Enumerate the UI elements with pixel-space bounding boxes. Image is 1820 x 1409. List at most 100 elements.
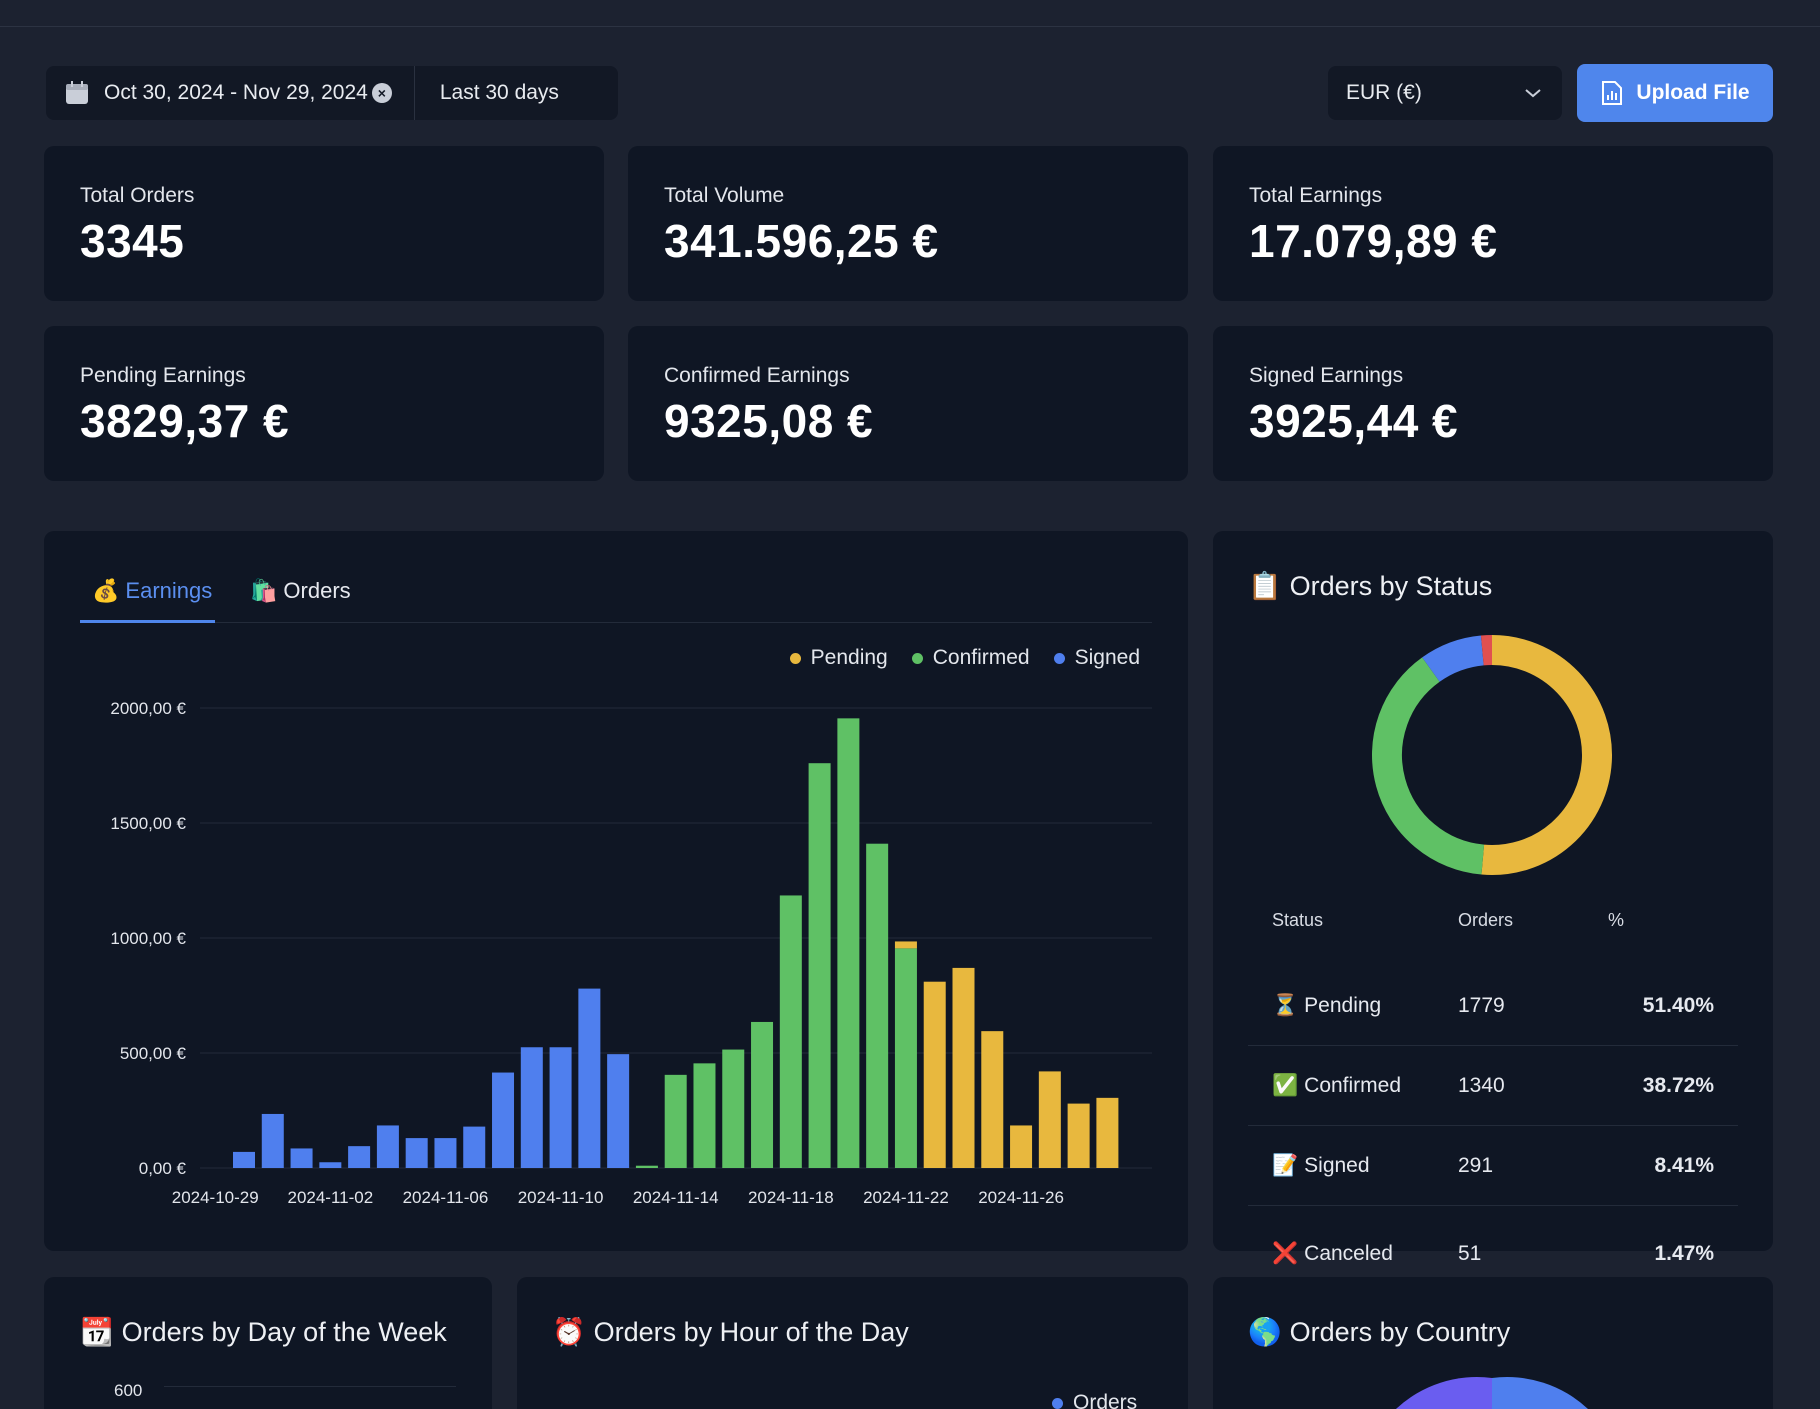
bar-confirmed[interactable] — [751, 1021, 774, 1168]
legend-label: Orders — [1073, 1391, 1138, 1409]
file-chart-icon — [1602, 81, 1623, 105]
bar-confirmed[interactable] — [894, 948, 917, 1168]
status-name: Confirmed — [1304, 1073, 1402, 1097]
currency-select[interactable]: EUR (€) — [1328, 66, 1562, 120]
pct-cell: 38.72% — [1642, 1073, 1714, 1097]
y-tick-label: 1500,00 € — [110, 814, 186, 833]
stat-label: Total Volume — [664, 184, 785, 207]
x-tick-label: 2024-11-02 — [287, 1188, 373, 1207]
orders-cell: 51 — [1458, 1242, 1482, 1265]
chevron-down-icon — [1525, 89, 1541, 98]
status-panel-title: 📋 Orders by Status — [1248, 570, 1492, 602]
bar-confirmed[interactable] — [635, 1165, 658, 1168]
legend-item-confirmed[interactable]: Confirmed — [911, 646, 1030, 670]
bar-signed[interactable] — [290, 1148, 313, 1168]
status-cell: ✅ Confirmed — [1248, 1074, 1458, 1098]
date-range-picker[interactable]: Oct 30, 2024 - Nov 29, 2024 × Last 30 da… — [46, 66, 618, 120]
date-range-text: Oct 30, 2024 - Nov 29, 2024 — [104, 81, 368, 104]
tab-label: Orders — [283, 578, 351, 603]
chart-legend: Pending Confirmed Signed — [789, 646, 1140, 670]
x-tick-label: 2024-11-14 — [633, 1188, 719, 1207]
preset-button[interactable]: Last 30 days — [439, 81, 559, 104]
pie-slice — [1396, 1377, 1492, 1409]
bar-pending[interactable] — [981, 1031, 1004, 1168]
donut-slice-confirmed[interactable] — [1372, 657, 1485, 875]
upload-label: Upload File — [1636, 81, 1750, 104]
status-name: Pending — [1304, 993, 1382, 1017]
bar-signed[interactable] — [319, 1162, 342, 1168]
col-orders: Orders — [1458, 909, 1514, 930]
pct-cell: 8.41% — [1654, 1153, 1714, 1177]
bar-signed[interactable] — [549, 1047, 572, 1168]
bar-confirmed[interactable] — [779, 895, 802, 1168]
bar-signed[interactable] — [492, 1072, 515, 1168]
hourglass-icon: ⏳ — [1272, 993, 1299, 1017]
bar-signed[interactable] — [434, 1138, 457, 1168]
shopping-bags-icon: 🛍️ — [250, 578, 278, 603]
calendar-icon — [66, 81, 88, 104]
bar-pending[interactable] — [894, 941, 917, 949]
stat-label: Confirmed Earnings — [664, 364, 850, 387]
country-title: 🌎 Orders by Country — [1248, 1316, 1510, 1348]
upload-file-button[interactable]: Upload File — [1577, 64, 1773, 122]
earnings-bar-chart: 0,00 € 500,00 € 1000,00 € 1500,00 € 2000,00 … — [110, 699, 1152, 1207]
stat-value: 9325,08 € — [664, 395, 874, 447]
y-tick-label: 1000,00 € — [110, 929, 186, 948]
stat-value: 17.079,89 € — [1249, 215, 1498, 267]
bar-signed[interactable] — [261, 1113, 284, 1168]
status-table: Status Orders % ⏳ Pending 1779 51.40% ✅ Co… — [1248, 900, 1738, 1266]
gridline — [164, 1386, 456, 1387]
stat-card-total-orders: Total Orders 3345 — [44, 146, 604, 301]
bar-pending[interactable] — [1067, 1103, 1090, 1168]
clear-date-icon[interactable]: × — [371, 83, 392, 103]
pct-cell: 1.47% — [1654, 1242, 1714, 1265]
bar-signed[interactable] — [376, 1125, 399, 1168]
legend-item-signed[interactable]: Signed — [1053, 646, 1140, 670]
stat-label: Total Orders — [80, 184, 195, 207]
bar-confirmed[interactable] — [664, 1074, 687, 1168]
bar-confirmed[interactable] — [837, 718, 860, 1168]
calendar-emoji-icon: 📆 — [80, 1317, 114, 1347]
stat-card-total-earnings: Total Earnings 17.079,89 € — [1213, 146, 1773, 301]
stat-card-total-volume: Total Volume 341.596,25 € — [628, 146, 1188, 301]
legend-dot — [789, 652, 801, 664]
bar-pending[interactable] — [923, 981, 946, 1168]
tab-orders[interactable]: 🛍️ Orders — [250, 578, 351, 604]
bar-signed[interactable] — [348, 1146, 371, 1168]
donut-slice-pending[interactable] — [1481, 635, 1612, 875]
country-pie-chart — [1396, 1377, 1588, 1409]
bar-signed[interactable] — [233, 1151, 255, 1168]
day-of-week-title-text: Orders by Day of the Week — [121, 1316, 447, 1347]
status-name: Canceled — [1304, 1242, 1393, 1265]
col-pct: % — [1608, 909, 1625, 930]
bar-pending[interactable] — [1096, 1097, 1119, 1168]
legend-label: Confirmed — [932, 646, 1030, 669]
status-table-header: Status Orders % — [1248, 900, 1738, 940]
stat-value: 3829,37 € — [80, 395, 290, 447]
bar-pending[interactable] — [952, 967, 975, 1168]
currency-value: EUR (€) — [1346, 81, 1422, 104]
bar-signed[interactable] — [463, 1126, 486, 1168]
y-tick-label: 500,00 € — [120, 1044, 187, 1063]
status-cell: ⏳ Pending — [1248, 994, 1458, 1018]
bar-confirmed[interactable] — [866, 843, 889, 1168]
stat-card-pending-earnings: Pending Earnings 3829,37 € — [44, 326, 604, 481]
bar-confirmed[interactable] — [808, 763, 831, 1168]
stat-value: 3345 — [80, 215, 185, 267]
bar-pending[interactable] — [1038, 1071, 1061, 1168]
donut-slice-signed[interactable] — [1422, 635, 1485, 683]
bar-confirmed[interactable] — [722, 1049, 745, 1168]
bar-signed[interactable] — [607, 1054, 630, 1168]
status-cell: 📝 Signed — [1248, 1154, 1458, 1178]
bar-signed[interactable] — [520, 1047, 543, 1168]
tab-earnings[interactable]: 💰 Earnings — [92, 578, 212, 604]
stat-value: 3925,44 € — [1249, 395, 1459, 447]
day-of-week-title: 📆 Orders by Day of the Week — [80, 1316, 447, 1348]
bar-signed[interactable] — [405, 1138, 428, 1168]
status-name: Signed — [1304, 1153, 1370, 1177]
legend-dot — [1053, 652, 1065, 664]
bar-signed[interactable] — [578, 988, 601, 1168]
bar-confirmed[interactable] — [693, 1063, 716, 1168]
legend-item-pending[interactable]: Pending — [789, 646, 888, 670]
bar-pending[interactable] — [1010, 1125, 1033, 1168]
